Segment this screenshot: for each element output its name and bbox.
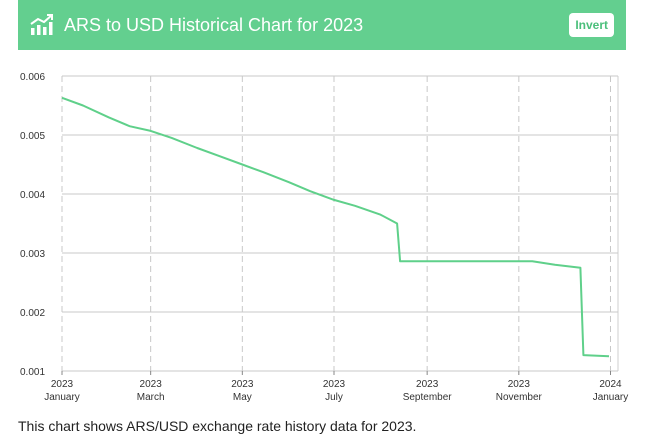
exchange-rate-chart: 0.006 0.005 0.004 0.003 0.002 0.001 2023 Januar…: [0, 62, 650, 407]
chart-trend-icon: [30, 14, 54, 36]
y-tick-label: 0.004: [20, 190, 45, 201]
chart-title: ARS to USD Historical Chart for 2023: [64, 14, 364, 35]
y-tick-label: 0.002: [20, 308, 45, 319]
x-tick-month: July: [325, 392, 343, 403]
x-tick-month: January: [44, 392, 80, 403]
x-tick-month: September: [403, 392, 453, 403]
x-tick-year: 2023: [508, 379, 531, 390]
x-tick-month: May: [233, 392, 252, 403]
invert-button[interactable]: Invert: [569, 13, 614, 37]
x-tick-year: 2023: [140, 379, 163, 390]
chart-header: ARS to USD Historical Chart for 2023 Inv…: [18, 0, 626, 50]
y-tick-label: 0.006: [20, 72, 45, 83]
chart-caption: This chart shows ARS/USD exchange rate h…: [18, 418, 417, 434]
x-tick-year: 2023: [416, 379, 439, 390]
x-tick-month: January: [593, 392, 629, 403]
x-tick-month: March: [137, 392, 165, 403]
y-tick-label: 0.005: [20, 131, 45, 142]
x-tick-month: November: [496, 392, 543, 403]
series-line: [61, 96, 610, 358]
y-tick-label: 0.001: [20, 367, 45, 378]
chart-svg: 0.006 0.005 0.004 0.003 0.002 0.001 2023 Januar…: [20, 72, 629, 403]
x-tick-year: 2023: [51, 379, 74, 390]
x-tick-year: 2024: [599, 379, 622, 390]
x-tick-year: 2023: [323, 379, 346, 390]
x-tick-year: 2023: [231, 379, 254, 390]
y-tick-label: 0.003: [20, 249, 45, 260]
